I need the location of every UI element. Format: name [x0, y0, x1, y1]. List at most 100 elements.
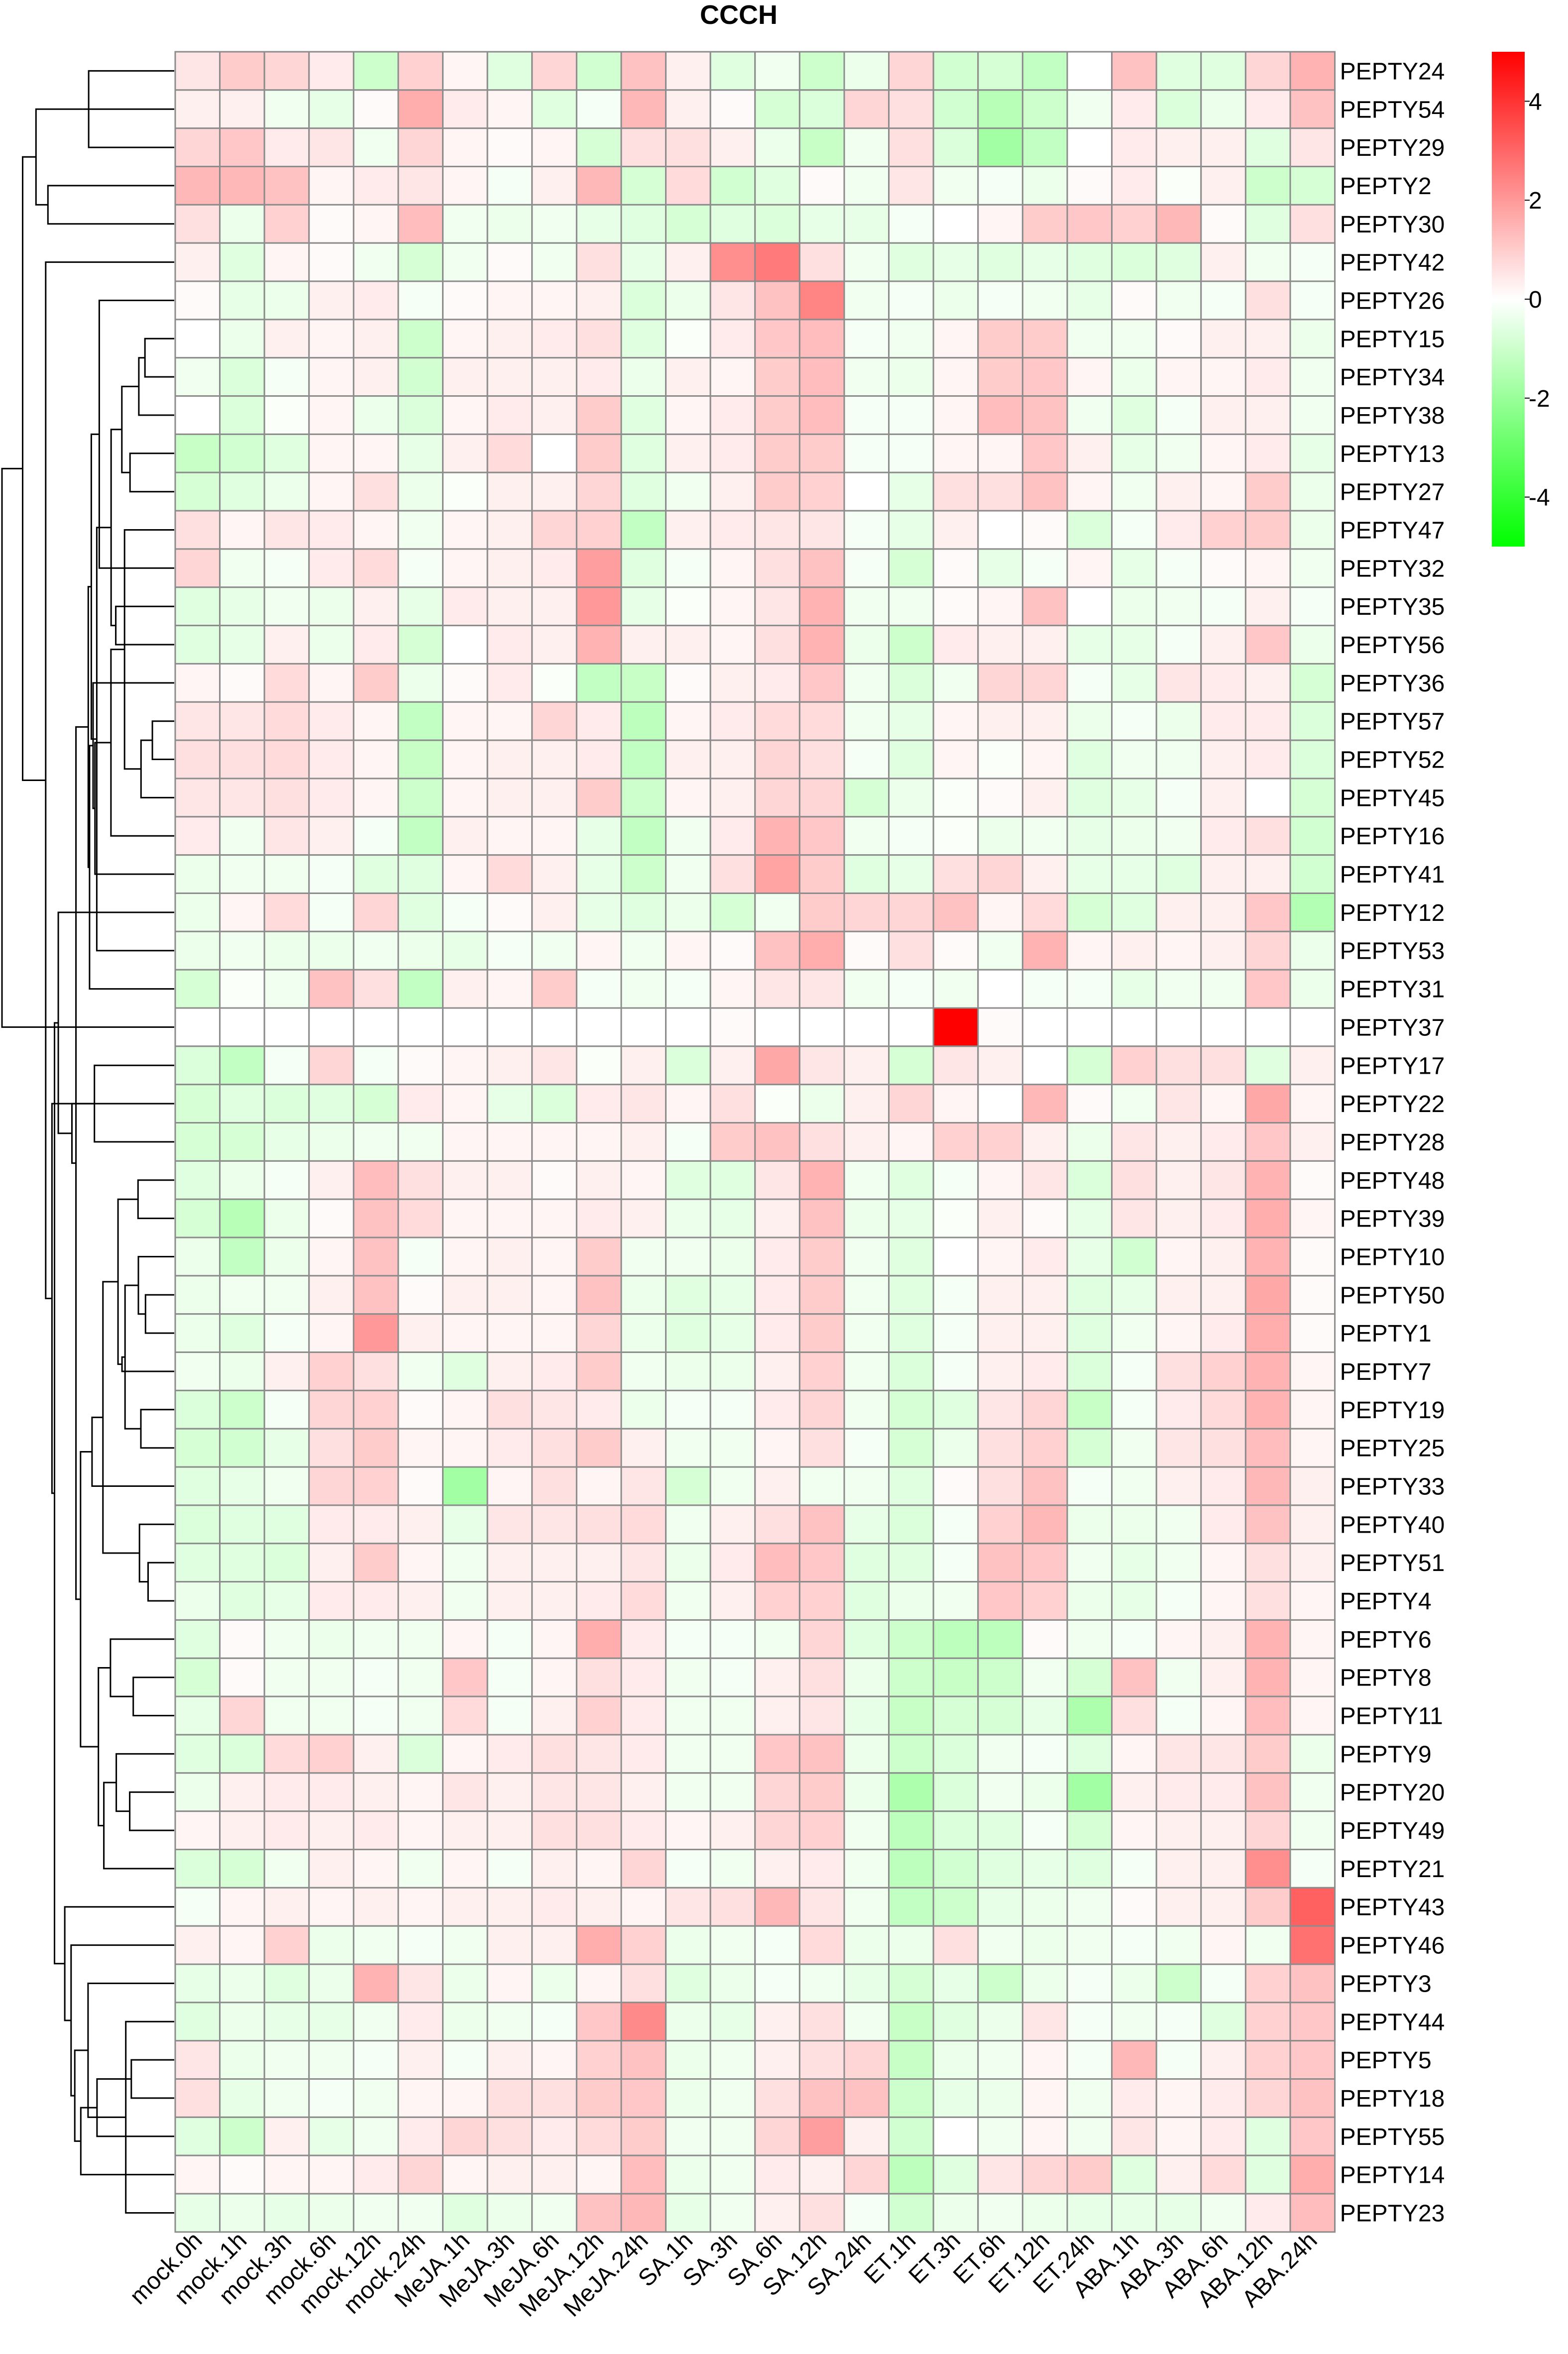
- heatmap-cell: [754, 625, 800, 665]
- heatmap-cell: [1021, 280, 1068, 321]
- heatmap-cell: [798, 2002, 845, 2042]
- heatmap-cell: [888, 1389, 934, 1430]
- heatmap-cell: [486, 1389, 533, 1430]
- heatmap-cell: [665, 1389, 711, 1430]
- heatmap-cell: [531, 166, 577, 206]
- heatmap-cell: [1200, 319, 1246, 359]
- heatmap-cell: [174, 1543, 221, 1583]
- heatmap-cell: [620, 1236, 667, 1277]
- heatmap-cell: [1066, 1925, 1113, 1965]
- heatmap-cell: [843, 1810, 890, 1850]
- heatmap-cell: [1244, 1810, 1291, 1850]
- heatmap-cell: [397, 1084, 444, 1124]
- heatmap-cell: [442, 204, 488, 244]
- heatmap-cell: [665, 663, 711, 703]
- dendrogram-branch: [137, 1256, 174, 1315]
- heatmap-cell: [1111, 2154, 1157, 2195]
- heatmap-cell: [1111, 2116, 1157, 2156]
- heatmap-cell: [665, 166, 711, 206]
- heatmap-cell: [219, 1695, 265, 1736]
- heatmap-cell: [352, 1084, 399, 1124]
- heatmap-cell: [442, 548, 488, 588]
- heatmap-cell: [843, 1887, 890, 1927]
- heatmap-cell: [1066, 548, 1113, 588]
- heatmap-cell: [665, 1160, 711, 1200]
- heatmap-cell: [174, 1198, 221, 1238]
- heatmap-cell: [263, 1198, 310, 1238]
- heatmap-cell: [1244, 1351, 1291, 1391]
- heatmap-cell: [263, 1007, 310, 1047]
- heatmap-cell: [397, 625, 444, 665]
- heatmap-cell: [352, 51, 399, 91]
- heatmap-cell: [1244, 739, 1291, 780]
- heatmap-cell: [1111, 1313, 1157, 1353]
- heatmap-cell: [1111, 471, 1157, 512]
- heatmap-cell: [1021, 1848, 1068, 1889]
- heatmap-cell: [709, 586, 756, 627]
- row-label-pepty55: PEPTY55: [1340, 2124, 1445, 2150]
- heatmap-cell: [397, 1657, 444, 1697]
- heatmap-cell: [174, 969, 221, 1009]
- heatmap-cell: [1066, 1887, 1113, 1927]
- heatmap-cell: [352, 1695, 399, 1736]
- heatmap-cell: [174, 1351, 221, 1391]
- heatmap-cell: [798, 854, 845, 894]
- heatmap-cell: [798, 1007, 845, 1047]
- heatmap-cell: [1111, 2040, 1157, 2080]
- heatmap-cell: [1200, 2154, 1246, 2195]
- heatmap-cell: [932, 2154, 979, 2195]
- heatmap-cell: [1155, 51, 1202, 91]
- heatmap-cell: [709, 1389, 756, 1430]
- heatmap-cell: [352, 2040, 399, 2080]
- heatmap-cell: [442, 1657, 488, 1697]
- heatmap-cell: [219, 1275, 265, 1315]
- heatmap-cell: [1111, 1084, 1157, 1124]
- heatmap-cell: [1066, 166, 1113, 206]
- heatmap-cell: [1111, 433, 1157, 473]
- heatmap-cell: [575, 739, 622, 780]
- heatmap-cell: [219, 816, 265, 856]
- heatmap-cell: [308, 739, 354, 780]
- dendrogram-branch: [117, 1198, 138, 1365]
- heatmap-cell: [263, 1084, 310, 1124]
- heatmap-cell: [174, 816, 221, 856]
- heatmap-cell: [1111, 1925, 1157, 1965]
- heatmap-cell: [397, 1275, 444, 1315]
- heatmap-cell: [977, 471, 1023, 512]
- heatmap-cell: [1021, 1045, 1068, 1086]
- heatmap-cell: [888, 2078, 934, 2118]
- row-label-pepty4: PEPTY4: [1340, 1588, 1432, 1615]
- heatmap-cell: [1244, 51, 1291, 91]
- row-label-pepty6: PEPTY6: [1340, 1627, 1432, 1653]
- heatmap-cell: [263, 471, 310, 512]
- heatmap-cell: [1155, 1657, 1202, 1697]
- heatmap-cell: [665, 357, 711, 397]
- heatmap-cell: [1289, 510, 1336, 550]
- heatmap-cell: [308, 1351, 354, 1391]
- heatmap-cell: [263, 892, 310, 932]
- heatmap-cell: [665, 854, 711, 894]
- heatmap-cell: [1066, 1543, 1113, 1583]
- heatmap-cell: [709, 548, 756, 588]
- heatmap-cell: [754, 1581, 800, 1621]
- heatmap-cell: [1289, 2154, 1336, 2195]
- heatmap-cell: [932, 1313, 979, 1353]
- heatmap-cell: [397, 2193, 444, 2233]
- heatmap-cell: [219, 586, 265, 627]
- heatmap-cell: [1155, 854, 1202, 894]
- heatmap-cell: [888, 51, 934, 91]
- heatmap-cell: [888, 1810, 934, 1850]
- heatmap-cell: [1289, 1925, 1336, 1965]
- heatmap-cell: [932, 739, 979, 780]
- heatmap-cell: [798, 1313, 845, 1353]
- heatmap-cell: [219, 51, 265, 91]
- heatmap-cell: [1111, 778, 1157, 818]
- heatmap-cell: [1066, 1351, 1113, 1391]
- heatmap-cell: [665, 739, 711, 780]
- heatmap-cell: [798, 2116, 845, 2156]
- heatmap-cell: [397, 1695, 444, 1736]
- heatmap-cell: [263, 1160, 310, 1200]
- heatmap-cell: [843, 1466, 890, 1506]
- heatmap-cell: [219, 166, 265, 206]
- row-label-pepty13: PEPTY13: [1340, 441, 1445, 467]
